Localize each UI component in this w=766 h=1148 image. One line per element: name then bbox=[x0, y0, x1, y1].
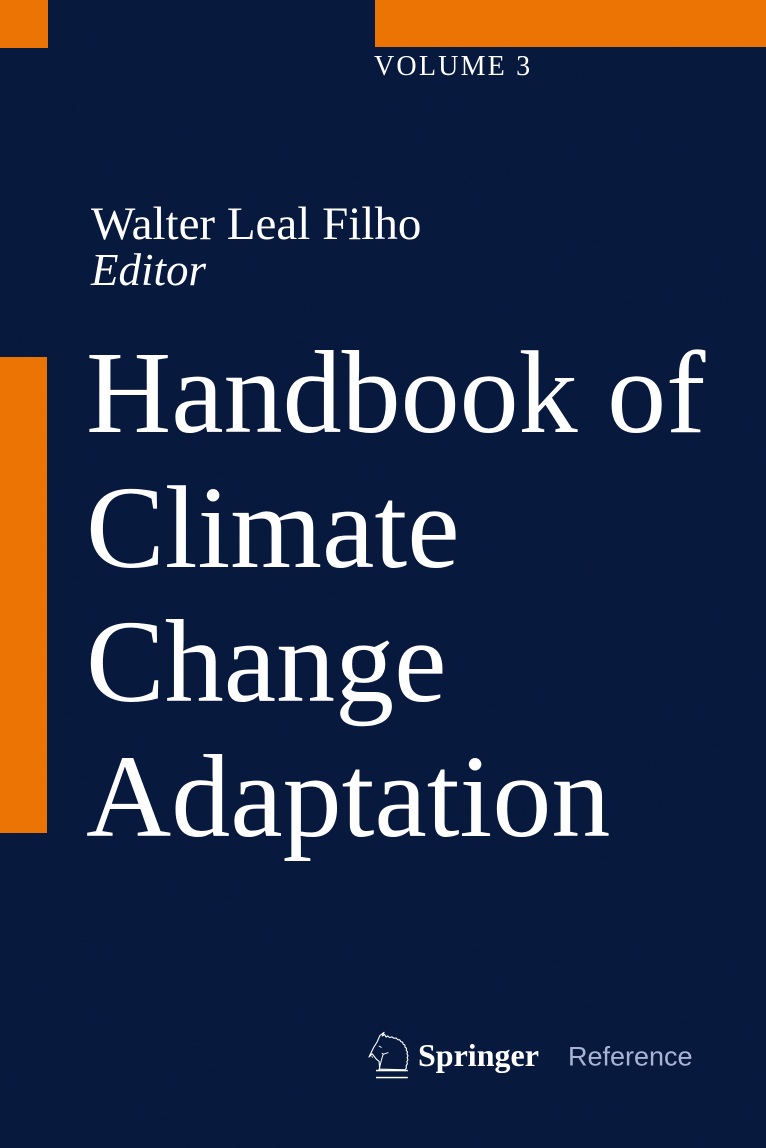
svg-text:Springer: Springer bbox=[418, 1037, 539, 1073]
svg-text:Reference: Reference bbox=[568, 1042, 693, 1072]
